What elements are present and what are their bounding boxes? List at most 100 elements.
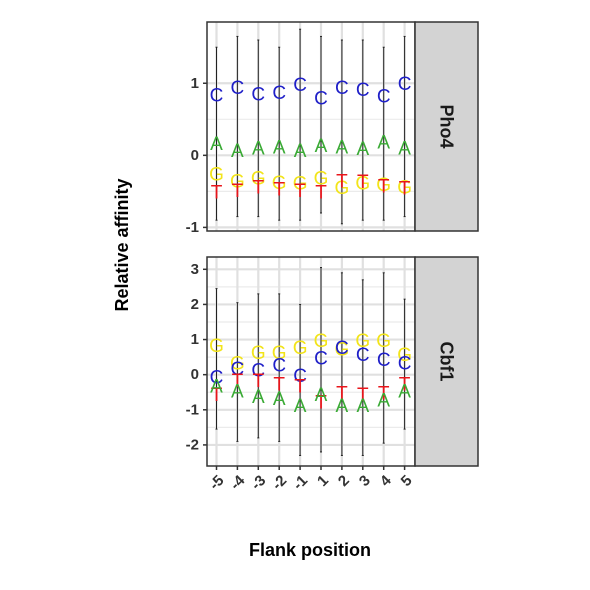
point-g: G (355, 331, 370, 352)
point-t: T (232, 181, 244, 202)
point-g: G (335, 340, 350, 361)
point-c: C (272, 355, 286, 376)
point-t: T (378, 383, 390, 404)
x-tick-label: -5 (206, 472, 227, 493)
point-t: T (399, 179, 411, 200)
point-a: A (315, 136, 328, 157)
point-a: A (356, 396, 369, 417)
point-a: A (398, 138, 411, 159)
point-a: A (294, 141, 307, 162)
point-a: A (231, 141, 244, 162)
x-tick-label: -3 (248, 472, 269, 493)
point-a: A (377, 133, 390, 154)
point-c: C (293, 75, 307, 96)
point-a: A (356, 139, 369, 160)
point-a: A (210, 376, 223, 397)
point-a: A (273, 138, 286, 159)
point-g: G (335, 178, 350, 199)
point-g: G (314, 331, 329, 352)
point-t: T (232, 371, 244, 392)
point-a: A (252, 387, 265, 408)
point-g: G (376, 175, 391, 196)
point-g: G (209, 164, 224, 185)
point-c: C (272, 83, 286, 104)
point-c: C (293, 366, 307, 387)
point-a: A (231, 382, 244, 403)
point-c: C (356, 345, 370, 366)
point-t: T (315, 182, 327, 203)
point-t: T (273, 375, 285, 396)
x-tick-label: -4 (227, 472, 249, 494)
y-tick-label: 1 (191, 331, 199, 348)
y-tick-label: -1 (186, 401, 199, 418)
point-t: T (378, 177, 390, 198)
point-c: C (398, 74, 412, 95)
y-tick-label: 0 (191, 366, 199, 383)
point-g: G (272, 173, 287, 194)
point-t: T (357, 385, 369, 406)
y-tick-label: 2 (191, 296, 199, 313)
point-t: T (336, 383, 348, 404)
point-c: C (251, 361, 265, 382)
point-a: A (336, 138, 349, 159)
facet-strip (414, 21, 479, 232)
point-t: T (252, 177, 264, 198)
point-c: C (210, 86, 224, 107)
x-tick-label: 1 (314, 472, 332, 490)
facet-label: Cbf1 (437, 342, 457, 382)
point-c: C (231, 359, 245, 380)
x-tick-label: -1 (290, 472, 311, 493)
facet-strip (414, 256, 479, 467)
point-g: G (397, 177, 412, 198)
point-c: C (356, 80, 370, 101)
facet-label: Pho4 (437, 104, 457, 148)
point-a: A (336, 396, 349, 417)
x-tick-label: 3 (356, 472, 374, 490)
point-c: C (377, 86, 391, 107)
x-tick-label: 5 (398, 472, 416, 490)
point-c: C (231, 78, 245, 99)
point-c: C (377, 350, 391, 371)
plot-background (207, 22, 415, 231)
y-tick-label: 3 (191, 261, 199, 278)
point-t: T (211, 385, 223, 406)
y-tick-label: -2 (186, 436, 199, 453)
point-c: C (335, 338, 349, 359)
point-g: G (230, 354, 245, 375)
y-axis-title: Relative affinity (112, 178, 132, 311)
point-g: G (251, 169, 266, 190)
point-g: G (397, 345, 412, 366)
point-a: A (377, 391, 390, 412)
point-c: C (210, 368, 224, 389)
plot-background (207, 257, 415, 466)
point-t: T (294, 181, 306, 202)
point-c: C (314, 348, 328, 369)
point-g: G (272, 343, 287, 364)
point-t: T (336, 171, 348, 192)
point-g: G (376, 331, 391, 352)
point-t: T (294, 376, 306, 397)
point-a: A (273, 389, 286, 410)
point-a: A (210, 134, 223, 155)
y-tick-label: 1 (191, 75, 199, 92)
y-tick-label: 0 (191, 147, 199, 164)
x-tick-label: 2 (335, 472, 353, 490)
point-g: G (293, 338, 308, 359)
point-g: G (314, 169, 329, 190)
panel-pho4: C C C C CCC C CCA A A A A A A A A AG G G G G G G G G GT T T T T TT T T T… (186, 21, 479, 236)
point-g: G (251, 343, 266, 364)
point-a: A (398, 382, 411, 403)
point-g: G (293, 174, 308, 195)
point-t: T (252, 371, 264, 392)
point-c: C (314, 89, 328, 110)
point-t: T (211, 182, 223, 203)
point-t: T (315, 392, 327, 413)
x-axis: -5 -4 -3 -2 -1 1 2 3 4 5 (206, 466, 416, 493)
x-tick-label: -2 (269, 472, 290, 493)
x-axis-title: Flank position (249, 540, 371, 560)
point-c: C (335, 78, 349, 99)
y-tick-label: -1 (186, 219, 199, 236)
point-a: A (315, 385, 328, 406)
